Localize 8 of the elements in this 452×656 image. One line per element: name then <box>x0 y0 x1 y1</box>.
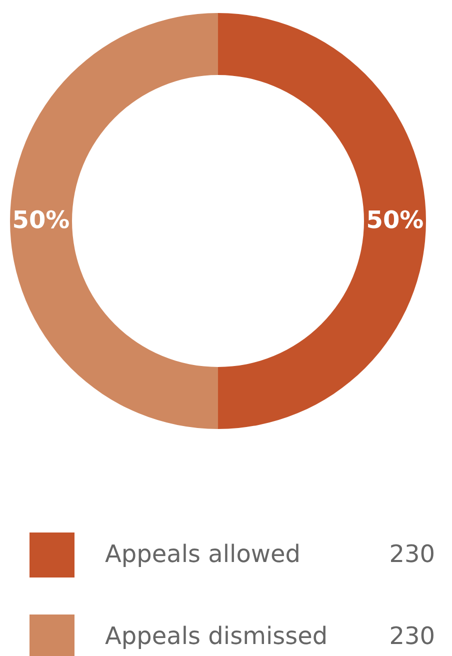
donut-slice <box>218 13 426 429</box>
donut-slice <box>10 13 218 429</box>
legend-label: Appeals dismissed <box>105 622 328 650</box>
legend-label: Appeals allowed <box>105 540 301 568</box>
text: 230 <box>389 622 435 650</box>
data-label: 50% <box>366 206 424 234</box>
text: 230 <box>389 540 435 568</box>
data-label: 50% <box>12 206 70 234</box>
